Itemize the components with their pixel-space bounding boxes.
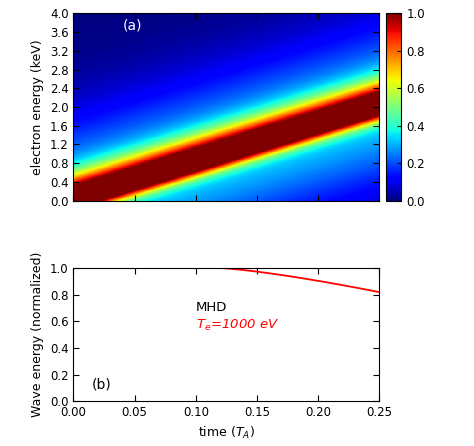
Text: $T_e$=1000 eV: $T_e$=1000 eV xyxy=(196,318,279,334)
Text: (b): (b) xyxy=(92,377,111,391)
Y-axis label: electron energy (keV): electron energy (keV) xyxy=(31,39,44,175)
X-axis label: time ($T_A$): time ($T_A$) xyxy=(198,425,255,441)
Text: (a): (a) xyxy=(122,19,142,33)
Y-axis label: Wave energy (normalized): Wave energy (normalized) xyxy=(31,252,45,417)
Text: MHD: MHD xyxy=(196,301,227,314)
